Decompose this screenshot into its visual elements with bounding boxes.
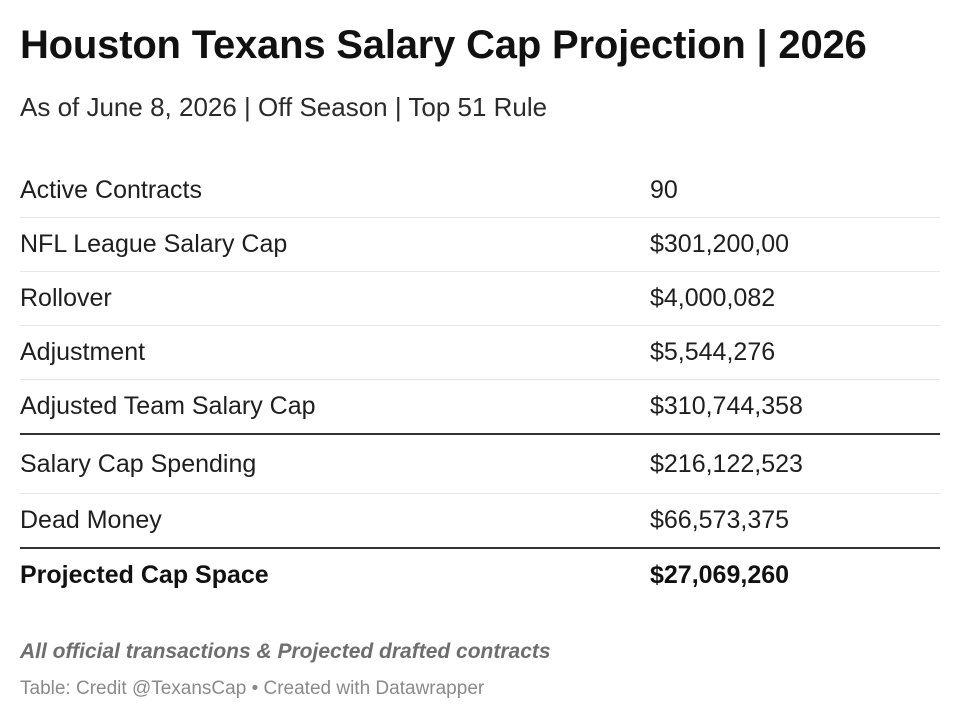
row-value: $301,200,00 [650, 230, 790, 258]
table-row-total: Projected Cap Space $27,069,260 [20, 549, 940, 602]
row-label: NFL League Salary Cap [20, 230, 288, 258]
chart-subtitle: As of June 8, 2026 | Off Season | Top 51… [20, 92, 548, 122]
row-label: Projected Cap Space [20, 561, 269, 589]
table-row: Adjusted Team Salary Cap $310,744,358 [20, 380, 940, 435]
table-row: Adjustment $5,544,276 [20, 326, 940, 380]
table-row: Dead Money $66,573,375 [20, 494, 940, 549]
row-label: Dead Money [20, 506, 162, 534]
table-row: Rollover $4,000,082 [20, 272, 940, 326]
footnote: All official transactions & Projected dr… [20, 640, 551, 663]
row-value: $216,122,523 [650, 449, 803, 478]
source-credit: Table: Credit @TexansCap • Created with … [20, 678, 485, 699]
row-label: Rollover [20, 284, 112, 312]
row-value: $5,544,276 [650, 338, 776, 366]
table-row: Active Contracts 90 [20, 164, 940, 218]
salary-cap-table: Active Contracts 90 NFL League Salary Ca… [20, 164, 940, 602]
row-label: Active Contracts [20, 176, 203, 204]
chart-title: Houston Texans Salary Cap Projection | 2… [20, 23, 867, 67]
row-value: $4,000,082 [650, 284, 776, 312]
table-row: NFL League Salary Cap $301,200,00 [20, 218, 940, 272]
row-label: Salary Cap Spending [20, 449, 257, 478]
row-value: 90 [650, 176, 678, 204]
row-value: $27,069,260 [650, 561, 790, 589]
row-value: $310,744,358 [650, 392, 803, 420]
table-row: Salary Cap Spending $216,122,523 [20, 435, 940, 494]
row-label: Adjustment [20, 338, 146, 366]
row-label: Adjusted Team Salary Cap [20, 392, 316, 420]
row-value: $66,573,375 [650, 506, 790, 534]
